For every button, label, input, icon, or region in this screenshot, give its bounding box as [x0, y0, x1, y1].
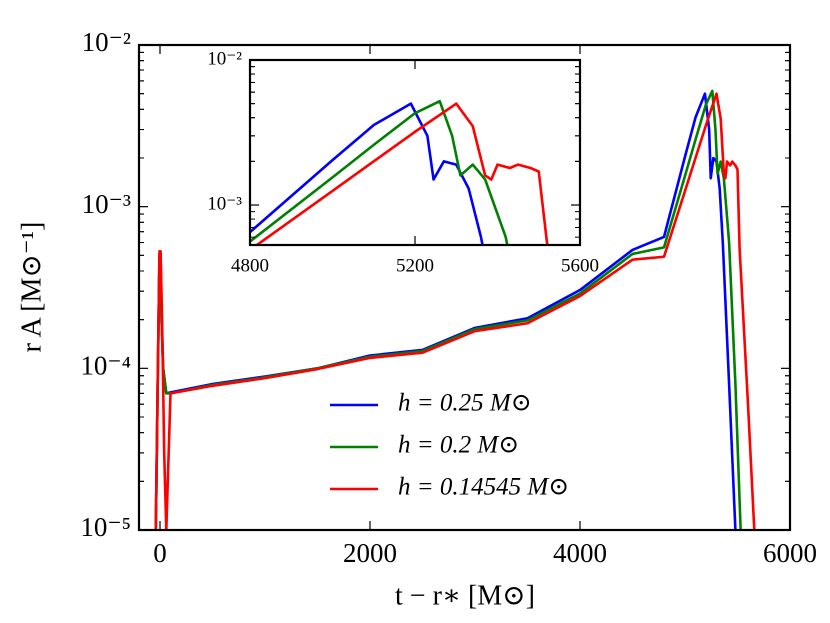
series-group [250, 99, 549, 245]
x-tick-label: 5200 [396, 255, 434, 276]
x-axis-label: t − r∗ [M⊙] [395, 580, 535, 611]
series-group [154, 89, 756, 530]
series-line [254, 102, 549, 245]
legend-label: h = 0.2 M⊙ [398, 432, 519, 459]
y-tick-label: 10⁻³ [82, 189, 131, 219]
x-tick-label: 6000 [763, 538, 817, 568]
x-tick-label: 5600 [561, 255, 599, 276]
y-tick-label: 10⁻⁵ [80, 512, 131, 542]
legend-label: h = 0.25 M⊙ [398, 390, 532, 417]
x-tick-label: 4000 [553, 538, 607, 568]
y-tick-label: 10⁻² [207, 48, 242, 69]
axes-frame [137, 43, 792, 532]
series-line [250, 99, 509, 245]
inset-background [250, 60, 580, 245]
y-tick-label: 10⁻² [82, 27, 131, 57]
y-tick-label: 10⁻³ [207, 193, 242, 214]
x-tick-label: 0 [153, 538, 167, 568]
legend-label: h = 0.14545 M⊙ [398, 474, 569, 501]
y-tick-label: 10⁻⁴ [80, 351, 131, 381]
series-line [154, 92, 756, 530]
axes-frame [248, 58, 582, 247]
x-tick-label: 4800 [231, 255, 269, 276]
x-tick-label: 2000 [343, 538, 397, 568]
series-line [250, 102, 484, 245]
y-axis-label: r A [M⊙⁻¹] [16, 222, 47, 353]
